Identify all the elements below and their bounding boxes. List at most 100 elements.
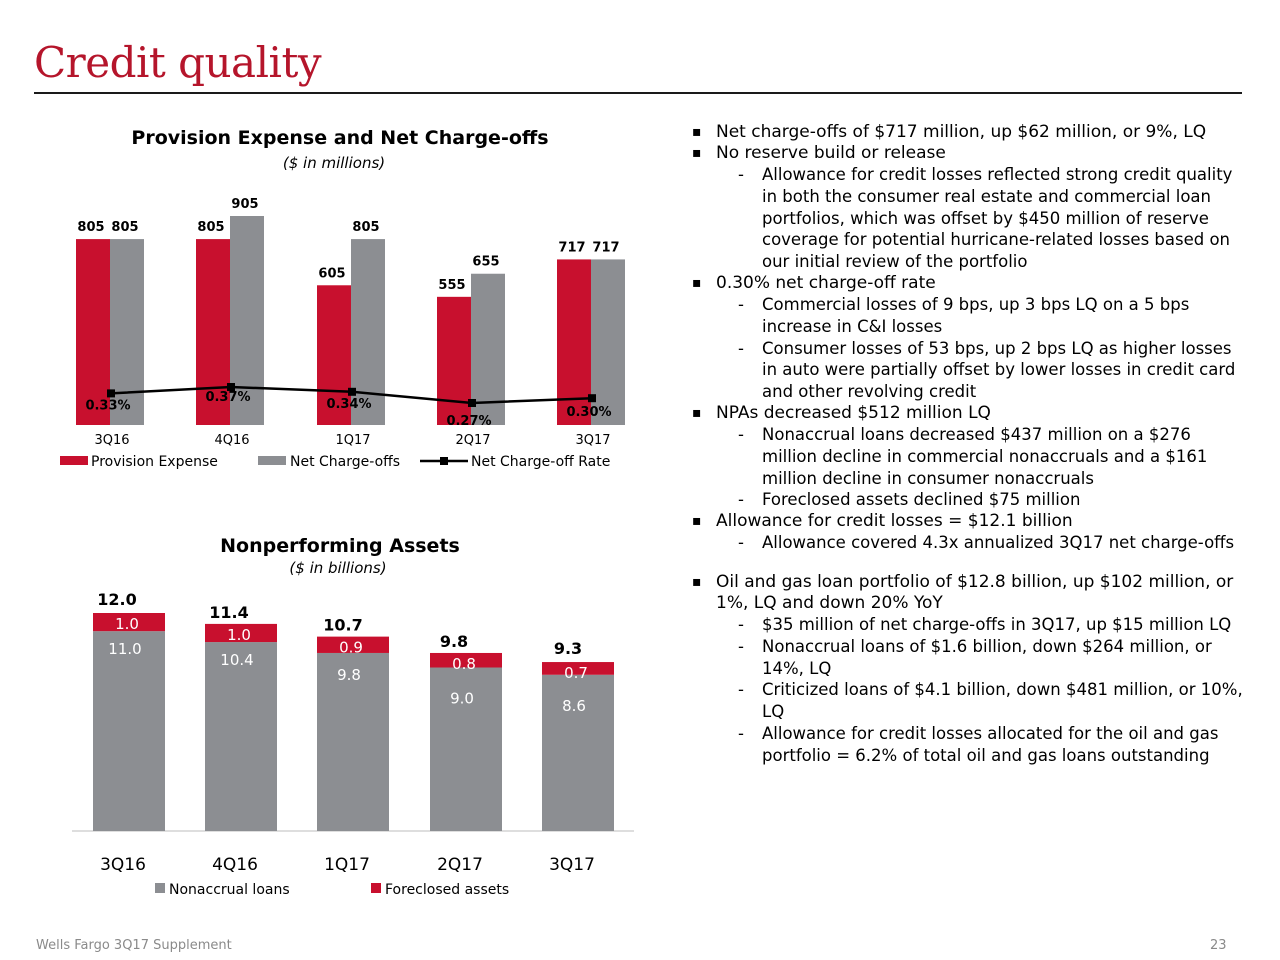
chart-subtitle: ($ in billions) xyxy=(289,559,386,577)
nonaccrual-value-label: 9.8 xyxy=(337,666,361,684)
sub-bullet-item: Allowance covered 4.3x annualized 3Q17 n… xyxy=(690,532,1250,554)
foreclosed-value-label: 0.8 xyxy=(452,655,476,673)
chargeoff-rate-label: 0.27% xyxy=(446,414,491,429)
sub-bullet-item: Consumer losses of 53 bps, up 2 bps LQ a… xyxy=(690,338,1250,403)
provision-value-label: 717 xyxy=(558,240,585,255)
provision-bar xyxy=(437,296,471,425)
legend-chargeoff-swatch xyxy=(258,456,286,465)
x-tick-label: 2Q17 xyxy=(437,855,483,875)
chart-subtitle: ($ in millions) xyxy=(283,154,385,172)
chargeoff-rate-label: 0.30% xyxy=(566,405,611,420)
nonaccrual-value-label: 10.4 xyxy=(220,651,253,669)
nonaccrual-bar xyxy=(542,674,614,831)
nonaccrual-bar xyxy=(430,667,502,831)
foreclosed-value-label: 0.9 xyxy=(339,639,363,657)
nonaccrual-bar xyxy=(93,631,165,831)
chargeoff-value-label: 805 xyxy=(352,220,379,235)
provision-value-label: 805 xyxy=(197,220,224,235)
x-tick-label: 3Q16 xyxy=(94,433,129,448)
legend-rate-marker xyxy=(440,457,448,465)
npa-chart: Nonperforming Assets ($ in billions) 11.0 1… xyxy=(72,535,634,898)
bullet-list: Net charge-offs of $717 million, up $62 … xyxy=(690,122,1250,767)
page-title: Credit quality xyxy=(34,38,322,87)
chargeoff-value-label: 905 xyxy=(231,197,258,212)
nonaccrual-value-label: 9.0 xyxy=(450,690,474,708)
chargeoff-rate-label: 0.37% xyxy=(205,390,250,405)
sub-bullet-item: $35 million of net charge-offs in 3Q17, … xyxy=(690,614,1250,636)
chart-title: Provision Expense and Net Charge-offs xyxy=(131,127,548,149)
x-tick-label: 4Q16 xyxy=(212,855,258,875)
title-divider xyxy=(34,92,1242,94)
x-tick-label: 2Q17 xyxy=(455,433,490,448)
sub-bullet-item: Criticized loans of $4.1 billion, down $… xyxy=(690,679,1250,723)
foreclosed-bar xyxy=(542,662,614,675)
legend-provision-label: Provision Expense xyxy=(91,454,218,470)
chargeoff-rate-label: 0.34% xyxy=(326,397,371,412)
chargeoff-rate-label: 0.33% xyxy=(85,398,130,413)
net-chargeoff-bar xyxy=(591,259,625,425)
foreclosed-bar xyxy=(430,652,502,668)
nonaccrual-bar xyxy=(317,652,389,831)
provision-value-label: 605 xyxy=(318,266,345,281)
x-tick-label: 4Q16 xyxy=(214,433,249,448)
foreclosed-bar xyxy=(93,613,165,632)
chargeoff-rate-marker xyxy=(588,394,596,403)
nonaccrual-value-label: 11.0 xyxy=(108,640,141,658)
bullet-spacer xyxy=(690,554,1250,572)
bullet-item: No reserve build or release xyxy=(690,143,1250,164)
provision-bar xyxy=(317,285,351,425)
total-value-label: 9.3 xyxy=(554,639,582,658)
bullet-item: Allowance for credit losses = $12.1 bill… xyxy=(690,511,1250,532)
legend-foreclosed-label: Foreclosed assets xyxy=(385,882,509,898)
legend-foreclosed-swatch xyxy=(371,883,381,893)
sub-bullet-item: Allowance for credit losses reflected st… xyxy=(690,164,1250,273)
provision-bar xyxy=(196,239,230,425)
x-tick-label: 3Q16 xyxy=(100,855,146,875)
chargeoff-rate-marker xyxy=(107,389,115,398)
chargeoff-value-label: 805 xyxy=(111,220,138,235)
bullet-item: 0.30% net charge-off rate xyxy=(690,273,1250,294)
chart-title: Nonperforming Assets xyxy=(220,535,460,557)
sub-bullet-item: Foreclosed assets declined $75 million xyxy=(690,489,1250,511)
nonaccrual-bar xyxy=(205,642,277,831)
x-tick-label: 1Q17 xyxy=(324,855,370,875)
foreclosed-value-label: 1.0 xyxy=(227,626,251,644)
nonaccrual-value-label: 8.6 xyxy=(562,697,586,715)
sub-bullet-item: Nonaccrual loans of $1.6 billion, down $… xyxy=(690,636,1250,680)
foreclosed-bar xyxy=(317,636,389,653)
provision-value-label: 805 xyxy=(77,220,104,235)
chargeoff-value-label: 717 xyxy=(592,240,619,255)
provision-chart: Provision Expense and Net Charge-offs ($ … xyxy=(60,127,625,470)
total-value-label: 12.0 xyxy=(97,590,136,609)
legend-nonaccrual-swatch xyxy=(155,883,165,893)
chargeoff-rate-marker xyxy=(227,383,235,391)
x-tick-label: 3Q17 xyxy=(549,855,595,875)
provision-bar xyxy=(76,239,110,425)
x-tick-label: 1Q17 xyxy=(335,433,370,448)
net-chargeoff-bar xyxy=(230,216,264,425)
foreclosed-bar xyxy=(205,623,277,643)
sub-bullet-item: Allowance for credit losses allocated fo… xyxy=(690,723,1250,767)
bullet-item: Net charge-offs of $717 million, up $62 … xyxy=(690,122,1250,143)
legend-chargeoff-label: Net Charge-offs xyxy=(290,454,400,470)
chargeoff-value-label: 655 xyxy=(472,255,499,270)
legend-provision-swatch xyxy=(60,456,88,465)
foreclosed-value-label: 0.7 xyxy=(564,664,588,682)
sub-bullet-item: Nonaccrual loans decreased $437 million … xyxy=(690,424,1250,489)
total-value-label: 9.8 xyxy=(440,632,468,651)
total-value-label: 10.7 xyxy=(323,616,362,635)
foreclosed-value-label: 1.0 xyxy=(115,615,139,633)
chargeoff-rate-marker xyxy=(348,387,356,396)
provision-value-label: 555 xyxy=(438,278,465,293)
legend-nonaccrual-label: Nonaccrual loans xyxy=(169,882,290,898)
legend-rate-label: Net Charge-off Rate xyxy=(471,454,610,470)
total-value-label: 11.4 xyxy=(209,603,248,622)
bullet-item: Oil and gas loan portfolio of $12.8 bill… xyxy=(690,572,1250,614)
x-tick-label: 3Q17 xyxy=(575,433,610,448)
bullet-item: NPAs decreased $512 million LQ xyxy=(690,403,1250,424)
net-chargeoff-bar xyxy=(471,273,505,425)
page-number: 23 xyxy=(1210,938,1227,953)
footer-text: Wells Fargo 3Q17 Supplement xyxy=(36,938,232,953)
sub-bullet-item: Commercial losses of 9 bps, up 3 bps LQ … xyxy=(690,294,1250,338)
chargeoff-rate-marker xyxy=(468,399,476,407)
